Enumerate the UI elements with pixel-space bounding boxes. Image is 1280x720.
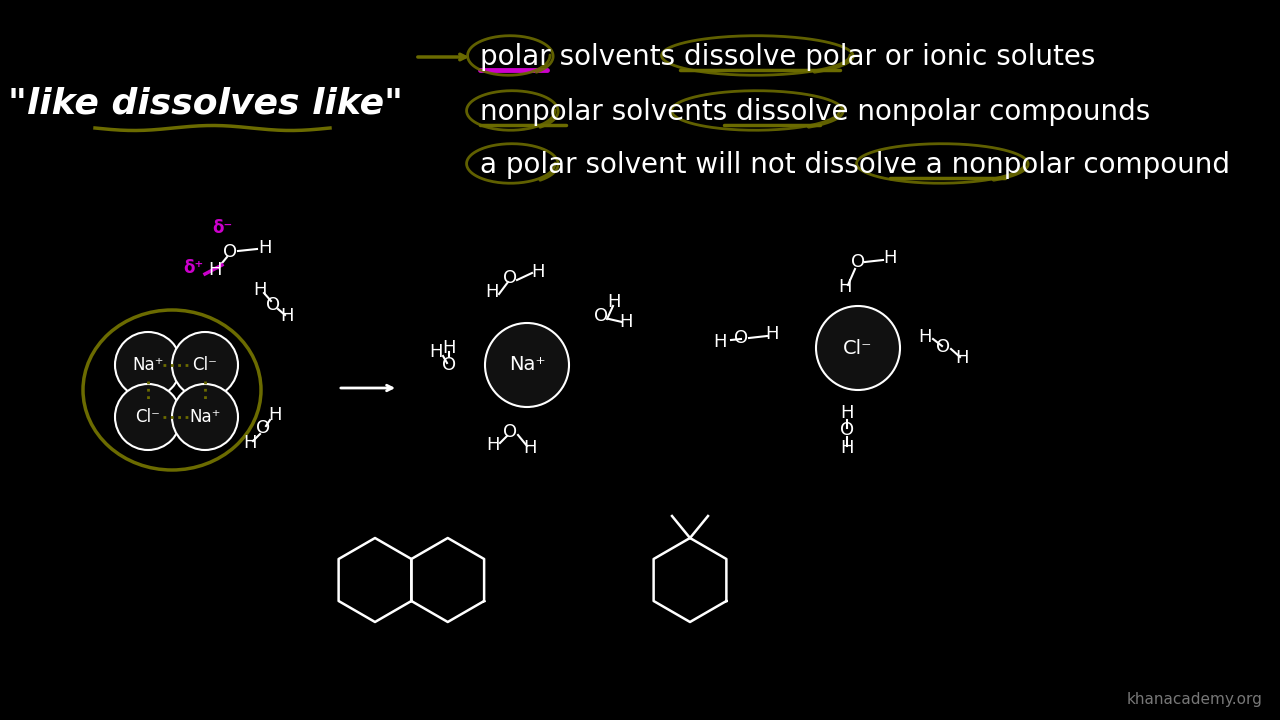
Text: Na⁺: Na⁺ <box>508 356 545 374</box>
Circle shape <box>485 323 570 407</box>
Text: H: H <box>269 406 282 424</box>
Text: H: H <box>429 343 443 361</box>
Text: H: H <box>918 328 932 346</box>
Text: khanacademy.org: khanacademy.org <box>1126 692 1262 707</box>
Circle shape <box>115 384 180 450</box>
Text: δ⁺: δ⁺ <box>183 259 204 277</box>
Text: O: O <box>594 307 608 325</box>
Text: nonpolar solvents dissolve nonpolar compounds: nonpolar solvents dissolve nonpolar comp… <box>480 98 1151 126</box>
Text: H: H <box>259 239 271 257</box>
Circle shape <box>115 332 180 398</box>
Circle shape <box>172 384 238 450</box>
Text: Cl⁻: Cl⁻ <box>136 408 160 426</box>
Text: O: O <box>840 421 854 439</box>
Text: H: H <box>607 293 621 311</box>
Text: H: H <box>243 434 257 452</box>
Text: H: H <box>955 349 969 367</box>
Text: "like dissolves like": "like dissolves like" <box>8 86 402 120</box>
Text: Na⁺: Na⁺ <box>132 356 164 374</box>
Circle shape <box>817 306 900 390</box>
Text: O: O <box>733 329 748 347</box>
Text: H: H <box>253 281 266 299</box>
Text: H: H <box>443 339 456 357</box>
Text: H: H <box>713 333 727 351</box>
Text: Cl⁻: Cl⁻ <box>844 338 873 358</box>
Text: H: H <box>883 249 897 267</box>
Text: O: O <box>442 356 456 374</box>
Text: Cl⁻: Cl⁻ <box>192 356 218 374</box>
Text: H: H <box>486 436 499 454</box>
Text: H: H <box>485 283 499 301</box>
Circle shape <box>172 332 238 398</box>
Text: H: H <box>840 439 854 457</box>
Text: O: O <box>851 253 865 271</box>
Text: O: O <box>503 423 517 441</box>
Text: H: H <box>524 439 536 457</box>
Text: H: H <box>838 278 851 296</box>
Text: O: O <box>266 296 280 314</box>
Text: H: H <box>840 404 854 422</box>
Text: polar solvents dissolve polar or ionic solutes: polar solvents dissolve polar or ionic s… <box>480 43 1096 71</box>
Text: H: H <box>280 307 293 325</box>
Text: Na⁺: Na⁺ <box>189 408 220 426</box>
Text: H: H <box>620 313 632 331</box>
Text: O: O <box>503 269 517 287</box>
Text: H: H <box>209 261 221 279</box>
Text: H: H <box>765 325 778 343</box>
Text: O: O <box>936 338 950 356</box>
Text: H: H <box>531 263 545 281</box>
Text: O: O <box>223 243 237 261</box>
Text: δ⁻: δ⁻ <box>212 219 232 237</box>
Text: O: O <box>256 419 270 437</box>
Text: a polar solvent will not dissolve a nonpolar compound: a polar solvent will not dissolve a nonp… <box>480 151 1230 179</box>
